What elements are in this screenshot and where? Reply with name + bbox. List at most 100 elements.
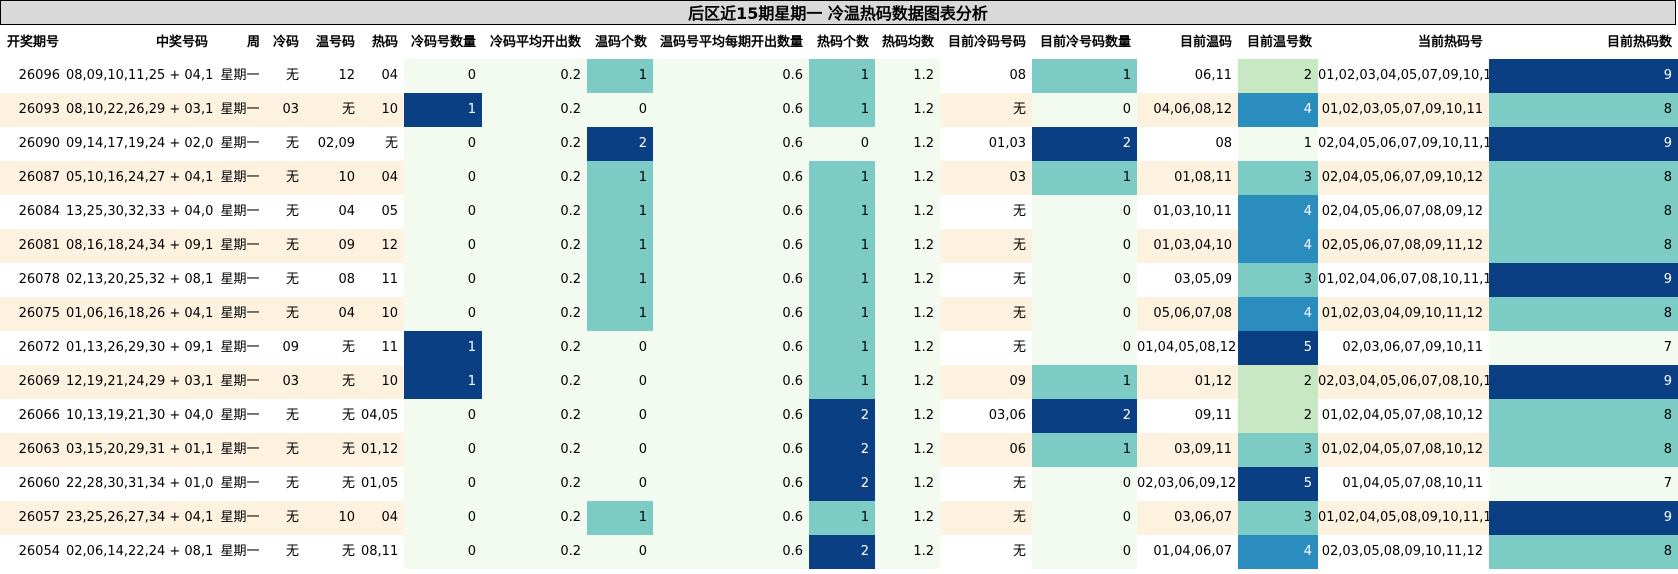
header-current-warm-codes: 目前温码 xyxy=(1137,25,1238,61)
cell-weekday: 星期一 xyxy=(214,501,266,535)
cell-hot-avg: 1.2 xyxy=(875,229,940,263)
cell-cold-avg: 0.2 xyxy=(482,535,587,569)
cell-cold-count: 0 xyxy=(404,433,482,467)
cell-warm-avg: 0.6 xyxy=(653,535,809,569)
cell-current-warm-count: 4 xyxy=(1238,195,1318,229)
cell-cold-avg: 0.2 xyxy=(482,501,587,535)
cell-current-warm-codes: 01,03,04,10 xyxy=(1137,229,1238,263)
cell-hot-count: 0 xyxy=(809,127,875,161)
header-current-hot-codes: 当前热码号 xyxy=(1318,25,1489,61)
cell-current-cold-codes: 无 xyxy=(940,263,1032,297)
header-hot-code: 热码 xyxy=(361,25,404,61)
cell-warm-count: 1 xyxy=(587,161,653,195)
cell-current-warm-count: 4 xyxy=(1238,93,1318,127)
cell-cold-avg: 0.2 xyxy=(482,93,587,127)
cell-warm-code: 12 xyxy=(305,59,361,93)
cell-current-cold-count: 0 xyxy=(1032,331,1137,365)
cell-warm-avg: 0.6 xyxy=(653,59,809,93)
cell-weekday: 星期一 xyxy=(214,263,266,297)
cell-cold-count: 0 xyxy=(404,467,482,501)
cell-cold-avg: 0.2 xyxy=(482,467,587,501)
cell-weekday: 星期一 xyxy=(214,467,266,501)
cell-current-hot-count: 8 xyxy=(1489,195,1678,229)
cell-current-cold-codes: 09 xyxy=(940,365,1032,399)
cell-warm-code: 09 xyxy=(305,229,361,263)
cell-current-hot-count: 7 xyxy=(1489,467,1678,501)
cell-warm-avg: 0.6 xyxy=(653,467,809,501)
cell-hot-count: 1 xyxy=(809,59,875,93)
cell-current-hot-codes: 02,03,05,08,09,10,11,12 xyxy=(1318,535,1489,569)
cell-draw-no: 26069 xyxy=(0,365,66,399)
cell-current-cold-codes: 无 xyxy=(940,229,1032,263)
cell-winning-numbers: 02,13,20,25,32 + 08,11 xyxy=(66,263,214,297)
header-warm-count: 温码个数 xyxy=(587,25,653,61)
cell-warm-count: 0 xyxy=(587,433,653,467)
header-cold-avg: 冷码平均开出数 xyxy=(482,25,587,61)
cell-winning-numbers: 10,13,19,21,30 + 04,05 xyxy=(66,399,214,433)
header-weekday: 周 xyxy=(214,25,266,61)
cell-current-warm-count: 1 xyxy=(1238,127,1318,161)
cell-cold-code: 03 xyxy=(266,93,305,127)
cell-warm-avg: 0.6 xyxy=(653,331,809,365)
cell-hot-code: 无 xyxy=(361,127,404,161)
cell-current-cold-count: 0 xyxy=(1032,229,1137,263)
cell-winning-numbers: 01,13,26,29,30 + 09,11 xyxy=(66,331,214,365)
cell-hot-avg: 1.2 xyxy=(875,399,940,433)
cell-cold-code: 无 xyxy=(266,59,305,93)
cell-current-warm-count: 3 xyxy=(1238,161,1318,195)
cell-hot-code: 01,05 xyxy=(361,467,404,501)
cell-hot-code: 04 xyxy=(361,161,404,195)
header-draw-no: 开奖期号 xyxy=(0,25,66,61)
cell-cold-code: 03 xyxy=(266,365,305,399)
cell-current-hot-count: 8 xyxy=(1489,161,1678,195)
cell-weekday: 星期一 xyxy=(214,195,266,229)
cell-cold-count: 0 xyxy=(404,263,482,297)
cell-current-cold-codes: 无 xyxy=(940,535,1032,569)
cell-hot-code: 04,05 xyxy=(361,399,404,433)
cell-weekday: 星期一 xyxy=(214,161,266,195)
cell-hot-code: 11 xyxy=(361,331,404,365)
cell-warm-code: 08 xyxy=(305,263,361,297)
cell-cold-code: 无 xyxy=(266,263,305,297)
cell-draw-no: 26063 xyxy=(0,433,66,467)
cell-hot-avg: 1.2 xyxy=(875,263,940,297)
cell-warm-avg: 0.6 xyxy=(653,93,809,127)
cell-current-warm-count: 4 xyxy=(1238,297,1318,331)
cell-cold-avg: 0.2 xyxy=(482,59,587,93)
table-title: 后区近15期星期一 冷温热码数据图表分析 xyxy=(0,0,1676,25)
cell-weekday: 星期一 xyxy=(214,399,266,433)
cell-cold-avg: 0.2 xyxy=(482,331,587,365)
cell-warm-code: 无 xyxy=(305,93,361,127)
cell-current-cold-count: 1 xyxy=(1032,433,1137,467)
cell-current-hot-count: 9 xyxy=(1489,263,1678,297)
cell-hot-count: 1 xyxy=(809,297,875,331)
cell-warm-code: 无 xyxy=(305,331,361,365)
cell-winning-numbers: 05,10,16,24,27 + 04,10 xyxy=(66,161,214,195)
cell-cold-avg: 0.2 xyxy=(482,433,587,467)
cell-hot-count: 1 xyxy=(809,93,875,127)
cell-warm-code: 04 xyxy=(305,297,361,331)
cell-cold-avg: 0.2 xyxy=(482,229,587,263)
cell-current-cold-count: 0 xyxy=(1032,467,1137,501)
cell-warm-count: 0 xyxy=(587,365,653,399)
cell-current-hot-codes: 01,02,03,04,05,07,09,10,12 xyxy=(1318,59,1489,93)
cell-current-hot-codes: 02,04,05,06,07,09,10,12 xyxy=(1318,161,1489,195)
cell-cold-count: 0 xyxy=(404,59,482,93)
cell-hot-avg: 1.2 xyxy=(875,93,940,127)
cell-warm-code: 10 xyxy=(305,161,361,195)
cell-hot-count: 2 xyxy=(809,399,875,433)
cell-current-warm-count: 3 xyxy=(1238,263,1318,297)
cell-current-cold-count: 2 xyxy=(1032,399,1137,433)
cell-cold-code: 无 xyxy=(266,229,305,263)
header-warm-code: 温号码 xyxy=(305,25,361,61)
header-current-cold-count: 目前冷号码数量 xyxy=(1032,25,1137,61)
cell-current-hot-count: 9 xyxy=(1489,501,1678,535)
cell-draw-no: 26087 xyxy=(0,161,66,195)
cell-current-cold-codes: 无 xyxy=(940,501,1032,535)
cell-weekday: 星期一 xyxy=(214,93,266,127)
cell-current-hot-codes: 01,02,03,05,07,09,10,11 xyxy=(1318,93,1489,127)
cell-warm-count: 1 xyxy=(587,263,653,297)
cell-draw-no: 26081 xyxy=(0,229,66,263)
cell-current-hot-count: 8 xyxy=(1489,399,1678,433)
cell-current-warm-codes: 08 xyxy=(1137,127,1238,161)
